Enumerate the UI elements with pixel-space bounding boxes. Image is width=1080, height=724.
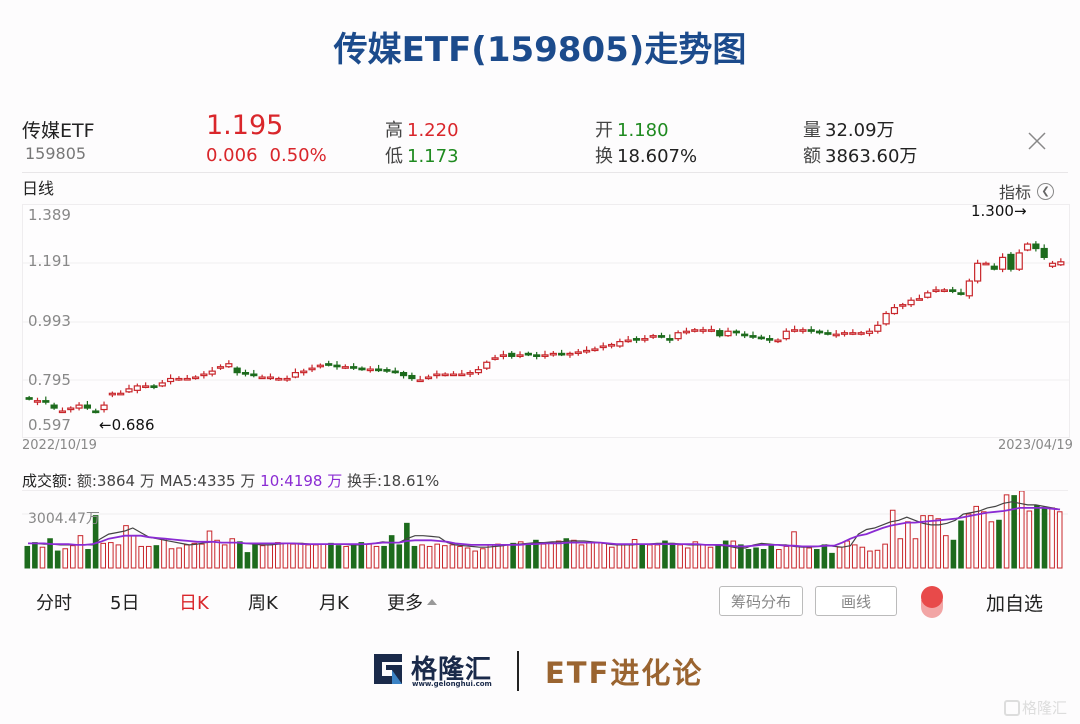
quote-panel: 传媒ETF 159805 1.195 0.006 0.50% 高 1.220 低 1.…: [0, 110, 1080, 172]
period-label: 日线: [22, 179, 55, 198]
watermark-logo-icon: [1004, 699, 1020, 716]
logo-url: www.gelonghui.com: [412, 680, 492, 688]
change-value: 0.006: [206, 145, 258, 166]
volume-ma10: 10:4198 万: [260, 472, 343, 490]
y-tick: 0.993: [28, 312, 71, 330]
volume-chart[interactable]: [22, 490, 1068, 570]
header-divider: [22, 172, 1068, 173]
current-price: 1.195: [206, 110, 284, 141]
draw-line-button[interactable]: 画线: [815, 586, 897, 616]
open-stat: 开 1.180: [595, 120, 669, 141]
volume-stat: 量 32.09万: [803, 120, 895, 141]
tab-more-label: 更多: [387, 593, 423, 614]
logo-text: 格隆汇: [411, 655, 493, 685]
y-tick: 1.191: [28, 252, 71, 270]
turnover-value: 18.607%: [617, 146, 698, 167]
volume-header: 成交额: 额:3864 万 MA5:4335 万 10:4198 万 换手:18…: [22, 470, 439, 491]
end-date: 2023/04/19: [998, 438, 1073, 453]
tab-intraday[interactable]: 分时: [36, 593, 72, 614]
add-favorite-button[interactable]: 加自选: [986, 593, 1044, 615]
footer: 格隆汇 www.gelonghui.com ETF进化论: [0, 648, 1080, 694]
tab-weekly-k[interactable]: 周K: [248, 593, 278, 614]
price-change: 0.006 0.50%: [206, 145, 339, 166]
tab-daily-k[interactable]: 日K: [179, 593, 209, 614]
turnover-stat: 换 18.607%: [595, 146, 698, 167]
volume-value: 32.09万: [825, 120, 895, 141]
red-dot-icon[interactable]: [921, 586, 943, 608]
volume-max-label: 3004.47万: [28, 511, 100, 527]
fund-name: 传媒ETF: [22, 120, 95, 142]
high-value: 1.220: [407, 120, 459, 141]
footer-divider: [517, 651, 519, 691]
candlestick-plot: [23, 241, 1069, 414]
close-icon[interactable]: [1024, 128, 1050, 154]
change-percent: 0.50%: [269, 145, 327, 166]
period-tabs: 分时 5日 日K 周K 月K 更多: [0, 589, 1080, 619]
etf-evolution-brand: ETF进化论: [545, 656, 704, 690]
low-stat: 低 1.173: [385, 146, 459, 167]
low-annotation: ←0.686: [99, 416, 155, 434]
volume-ma5: MA5:4335 万: [159, 472, 256, 490]
amount-value: 3863.60万: [825, 146, 918, 167]
volume-turnover: 换手:18.61%: [347, 472, 440, 490]
volume-plot: [22, 490, 1068, 569]
chevron-left-icon: ❮: [1037, 182, 1055, 200]
tab-5day[interactable]: 5日: [110, 593, 140, 614]
high-stat: 高 1.220: [385, 120, 459, 141]
y-tick: 1.389: [28, 206, 71, 224]
y-tick: 0.597: [28, 416, 71, 434]
candlestick-chart[interactable]: [22, 204, 1070, 438]
watermark-text: 格隆汇: [1022, 699, 1068, 717]
volume-title: 成交额:: [22, 472, 73, 490]
caret-up-icon: [427, 599, 437, 605]
indicator-button[interactable]: 指标 ❮: [999, 179, 1055, 203]
low-value: 1.173: [407, 146, 459, 167]
tab-monthly-k[interactable]: 月K: [319, 593, 349, 614]
fund-code: 159805: [25, 144, 87, 163]
start-date: 2022/10/19: [22, 438, 97, 453]
y-tick: 0.795: [28, 371, 71, 389]
volume-amount: 额:3864 万: [76, 472, 155, 490]
indicator-label: 指标: [999, 183, 1032, 202]
watermark: 格隆汇: [1004, 697, 1067, 718]
high-annotation: 1.300→: [971, 202, 1027, 220]
page-title: 传媒ETF(159805)走势图: [333, 30, 747, 70]
tab-more[interactable]: 更多: [387, 589, 437, 615]
gelonghui-logo-icon: [374, 654, 402, 684]
amount-stat: 额 3863.60万: [803, 146, 918, 167]
open-value: 1.180: [617, 120, 669, 141]
chip-distribution-button[interactable]: 筹码分布: [719, 586, 803, 616]
